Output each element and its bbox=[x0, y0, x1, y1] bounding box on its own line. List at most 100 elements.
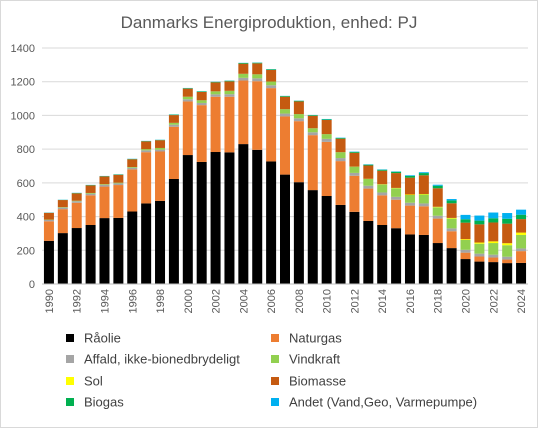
bar-andet-vand-geo-varmepumpe-2021 bbox=[474, 215, 485, 221]
bar-biomasse-2001 bbox=[196, 91, 207, 101]
bar-vindkraft-2019 bbox=[446, 218, 457, 229]
bar-vindkraft-2018 bbox=[432, 207, 443, 216]
bar-naturgas-2017 bbox=[418, 206, 429, 235]
bar-biomasse-2013 bbox=[363, 165, 374, 179]
bar-biomasse-2021 bbox=[474, 224, 485, 243]
bar-affald-ikke-bionedbrydeligt-1997 bbox=[141, 150, 152, 153]
x-tick-label-2004: 2004 bbox=[238, 289, 250, 313]
bar-biomasse-2002 bbox=[210, 82, 221, 92]
legend-item-biogas: Biogas bbox=[66, 395, 124, 410]
bars bbox=[43, 62, 527, 284]
bar-raaolie-2017 bbox=[418, 234, 429, 284]
bar-naturgas-1998 bbox=[155, 151, 166, 201]
y-tick-label-600: 600 bbox=[17, 178, 35, 190]
x-tick-label-2000: 2000 bbox=[183, 289, 195, 313]
bar-vindkraft-2020 bbox=[460, 240, 471, 250]
legend-label-naturgas: Naturgas bbox=[289, 331, 342, 346]
legend-label-vindkraft: Vindkraft bbox=[289, 352, 340, 367]
bar-raaolie-2006 bbox=[266, 161, 277, 284]
bar-naturgas-2008 bbox=[293, 121, 304, 183]
x-tick-label-1990: 1990 bbox=[44, 289, 56, 313]
legend-label-biomasse: Biomasse bbox=[289, 374, 346, 389]
chart-title: Danmarks Energiproduktion, enhed: PJ bbox=[121, 13, 418, 32]
bar-biomasse-2008 bbox=[293, 101, 304, 115]
bar-biogas-2017 bbox=[418, 173, 429, 176]
bar-biomasse-2012 bbox=[349, 152, 360, 167]
bar-biomasse-1999 bbox=[168, 115, 179, 123]
bar-naturgas-2010 bbox=[321, 141, 332, 197]
bar-biomasse-2020 bbox=[460, 222, 471, 240]
bar-naturgas-2001 bbox=[196, 105, 207, 162]
bar-naturgas-1994 bbox=[99, 186, 110, 219]
x-tick-label-2016: 2016 bbox=[405, 289, 417, 313]
bar-vindkraft-1992 bbox=[71, 200, 82, 202]
bar-affald-ikke-bionedbrydeligt-2014 bbox=[377, 192, 388, 196]
bar-affald-ikke-bionedbrydeligt-2016 bbox=[404, 202, 415, 206]
bar-biomasse-2024 bbox=[516, 219, 527, 233]
bar-biomasse-2000 bbox=[182, 88, 193, 97]
bar-biogas-2019 bbox=[446, 200, 457, 204]
y-tick-label-1000: 1000 bbox=[11, 110, 35, 122]
bar-raaolie-2003 bbox=[224, 152, 235, 284]
bar-affald-ikke-bionedbrydeligt-2021 bbox=[474, 253, 485, 257]
bar-sol-2021 bbox=[474, 242, 485, 244]
bar-naturgas-1992 bbox=[71, 202, 82, 229]
bar-andet-vand-geo-varmepumpe-2018 bbox=[432, 184, 443, 186]
bar-affald-ikke-bionedbrydeligt-2002 bbox=[210, 94, 221, 97]
bar-biogas-2014 bbox=[377, 169, 388, 171]
bar-biomasse-1995 bbox=[113, 174, 124, 183]
legend-swatch-biogas bbox=[66, 398, 74, 406]
bar-raaolie-1991 bbox=[57, 233, 68, 284]
bar-biomasse-1991 bbox=[57, 200, 68, 208]
bar-biogas-2020 bbox=[460, 219, 471, 223]
bar-biomasse-2022 bbox=[488, 222, 499, 242]
bar-vindkraft-1995 bbox=[113, 182, 124, 184]
bar-naturgas-2011 bbox=[335, 161, 346, 205]
y-tick-label-1400: 1400 bbox=[11, 43, 35, 55]
bar-affald-ikke-bionedbrydeligt-2007 bbox=[280, 113, 290, 117]
bar-raaolie-2001 bbox=[196, 161, 207, 284]
bar-vindkraft-2004 bbox=[238, 73, 249, 78]
bar-affald-ikke-bionedbrydeligt-2023 bbox=[502, 256, 513, 260]
bar-affald-ikke-bionedbrydeligt-1996 bbox=[127, 167, 138, 170]
bar-andet-vand-geo-varmepumpe-2017 bbox=[418, 172, 429, 174]
bar-biogas-2018 bbox=[432, 185, 443, 189]
bar-raaolie-2009 bbox=[307, 190, 318, 284]
bar-raaolie-2018 bbox=[432, 243, 443, 284]
bar-biogas-2003 bbox=[224, 80, 235, 82]
bar-affald-ikke-bionedbrydeligt-2013 bbox=[363, 185, 374, 189]
bar-naturgas-2021 bbox=[474, 256, 485, 262]
bar-raaolie-1995 bbox=[113, 217, 124, 284]
legend-item-biomasse: Biomasse bbox=[271, 374, 346, 389]
legend-swatch-vindkraft bbox=[271, 355, 279, 363]
bar-naturgas-2013 bbox=[363, 188, 374, 221]
x-tick-label-2012: 2012 bbox=[349, 289, 361, 313]
bar-naturgas-2012 bbox=[349, 175, 360, 212]
bar-vindkraft-2011 bbox=[335, 152, 346, 159]
legend-item-sol: Sol bbox=[66, 374, 103, 389]
bar-biogas-2021 bbox=[474, 220, 485, 225]
x-tick-label-1992: 1992 bbox=[72, 289, 84, 313]
bar-sol-2024 bbox=[516, 232, 527, 235]
bar-andet-vand-geo-varmepumpe-2016 bbox=[404, 175, 415, 176]
bar-affald-ikke-bionedbrydeligt-2024 bbox=[516, 248, 527, 252]
bar-affald-ikke-bionedbrydeligt-2009 bbox=[307, 132, 318, 136]
bar-affald-ikke-bionedbrydeligt-1994 bbox=[99, 184, 110, 187]
bar-sol-2017 bbox=[418, 193, 429, 195]
bar-naturgas-2014 bbox=[377, 195, 388, 225]
bar-biomasse-2019 bbox=[446, 203, 457, 218]
bar-raaolie-2014 bbox=[377, 225, 388, 284]
bar-biogas-2007 bbox=[280, 96, 290, 97]
bar-biomasse-2014 bbox=[377, 170, 388, 185]
bar-vindkraft-1999 bbox=[168, 122, 179, 125]
bar-vindkraft-1998 bbox=[155, 147, 166, 150]
bar-biogas-2005 bbox=[252, 62, 263, 64]
bar-naturgas-2019 bbox=[446, 231, 457, 249]
bar-vindkraft-2024 bbox=[516, 234, 527, 249]
bar-naturgas-2000 bbox=[182, 101, 193, 156]
bar-vindkraft-1991 bbox=[57, 207, 68, 208]
bar-biomasse-1998 bbox=[155, 140, 166, 148]
x-tick-label-1994: 1994 bbox=[99, 289, 111, 313]
bar-raaolie-2002 bbox=[210, 152, 221, 284]
bar-biogas-2024 bbox=[516, 214, 527, 220]
